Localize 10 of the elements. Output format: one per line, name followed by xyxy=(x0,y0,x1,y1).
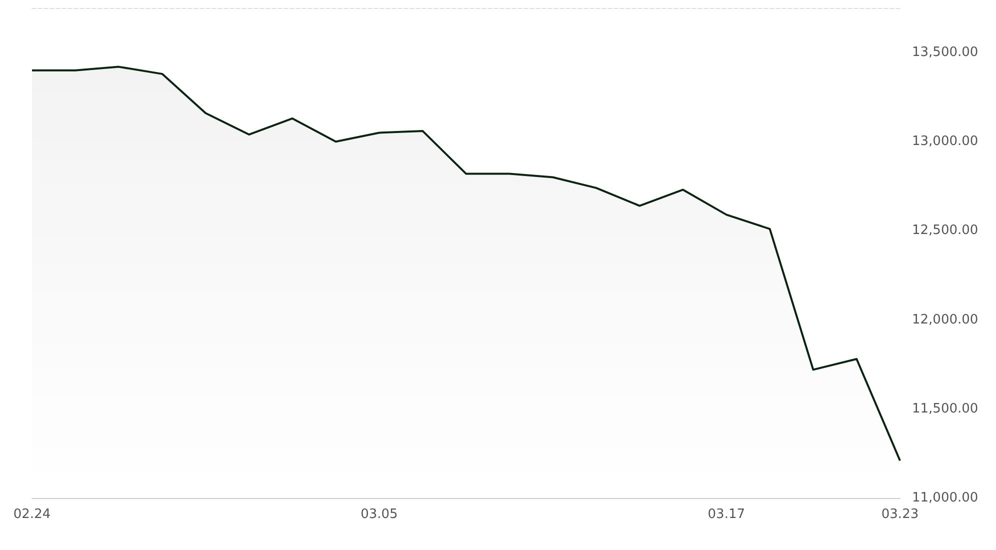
x-tick-label: 03.23 xyxy=(881,507,919,522)
y-tick-label: 13,000.00 xyxy=(912,134,978,150)
y-tick-label: 11,000.00 xyxy=(912,490,978,506)
x-tick-label: 02.24 xyxy=(13,507,51,522)
y-tick-label: 12,500.00 xyxy=(912,223,978,238)
y-tick-label: 11,500.00 xyxy=(912,401,978,416)
y-tick-label: 13,500.00 xyxy=(912,45,978,60)
y-tick-label: 12,000.00 xyxy=(912,312,978,328)
x-tick-label: 03.05 xyxy=(360,507,398,522)
x-tick-label: 03.17 xyxy=(708,507,746,522)
